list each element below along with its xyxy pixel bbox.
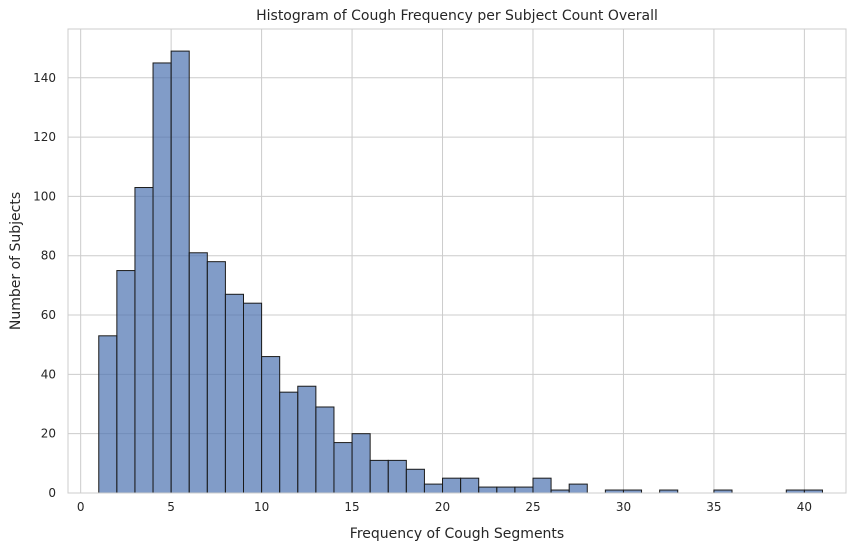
histogram-bar [532,477,552,494]
histogram-bar [243,302,263,494]
histogram-bar [98,335,118,494]
histogram-bar [496,486,516,494]
histogram-bar [134,187,154,494]
y-tick-label: 60 [41,308,56,322]
histogram-bar [568,483,588,494]
x-tick-label: 20 [435,500,450,514]
histogram-bar [188,252,208,494]
chart-title: Histogram of Cough Frequency per Subject… [256,8,658,24]
y-axis-label: Number of Subjects [8,192,24,330]
y-tick-label: 100 [33,189,56,203]
histogram-bar [279,391,299,494]
x-tick-label: 40 [797,500,812,514]
histogram-bar [297,385,317,494]
histogram-bar [333,442,353,494]
histogram-bar [442,477,462,494]
y-tick-label: 80 [41,249,56,263]
histogram-bar [224,293,245,494]
histogram-bar [116,270,136,494]
histogram-bar [514,486,534,494]
x-tick-label: 35 [706,500,721,514]
y-tick-label: 120 [33,130,56,144]
y-tick-label: 40 [41,367,56,381]
histogram-bar [351,433,371,494]
x-tick-label: 30 [616,500,631,514]
histogram-bar [387,459,407,494]
x-tick-label: 5 [167,500,175,514]
histogram-bar [369,459,389,494]
histogram-bar [423,483,444,494]
histogram-bar [315,406,335,494]
x-tick-label: 0 [77,500,85,514]
histogram-bar [478,486,498,494]
y-tick-label: 140 [33,71,56,85]
histogram-bar [460,477,480,494]
y-tick-labels: 0 20 40 60 80 100 120 140 [33,71,56,500]
x-tick-labels: 0 5 10 15 20 25 30 35 40 [77,500,812,514]
histogram-bar [405,468,425,494]
plot-frame [67,28,847,494]
histogram-bar [152,62,172,494]
y-tick-label: 0 [48,486,56,500]
y-tick-label: 20 [41,427,56,441]
histogram-bar [170,50,190,494]
x-tick-label: 15 [344,500,359,514]
histogram-bar [261,356,281,494]
x-tick-label: 25 [525,500,540,514]
histogram-bar [206,261,226,494]
x-axis-label: Frequency of Cough Segments [350,526,564,542]
x-tick-label: 10 [254,500,269,514]
